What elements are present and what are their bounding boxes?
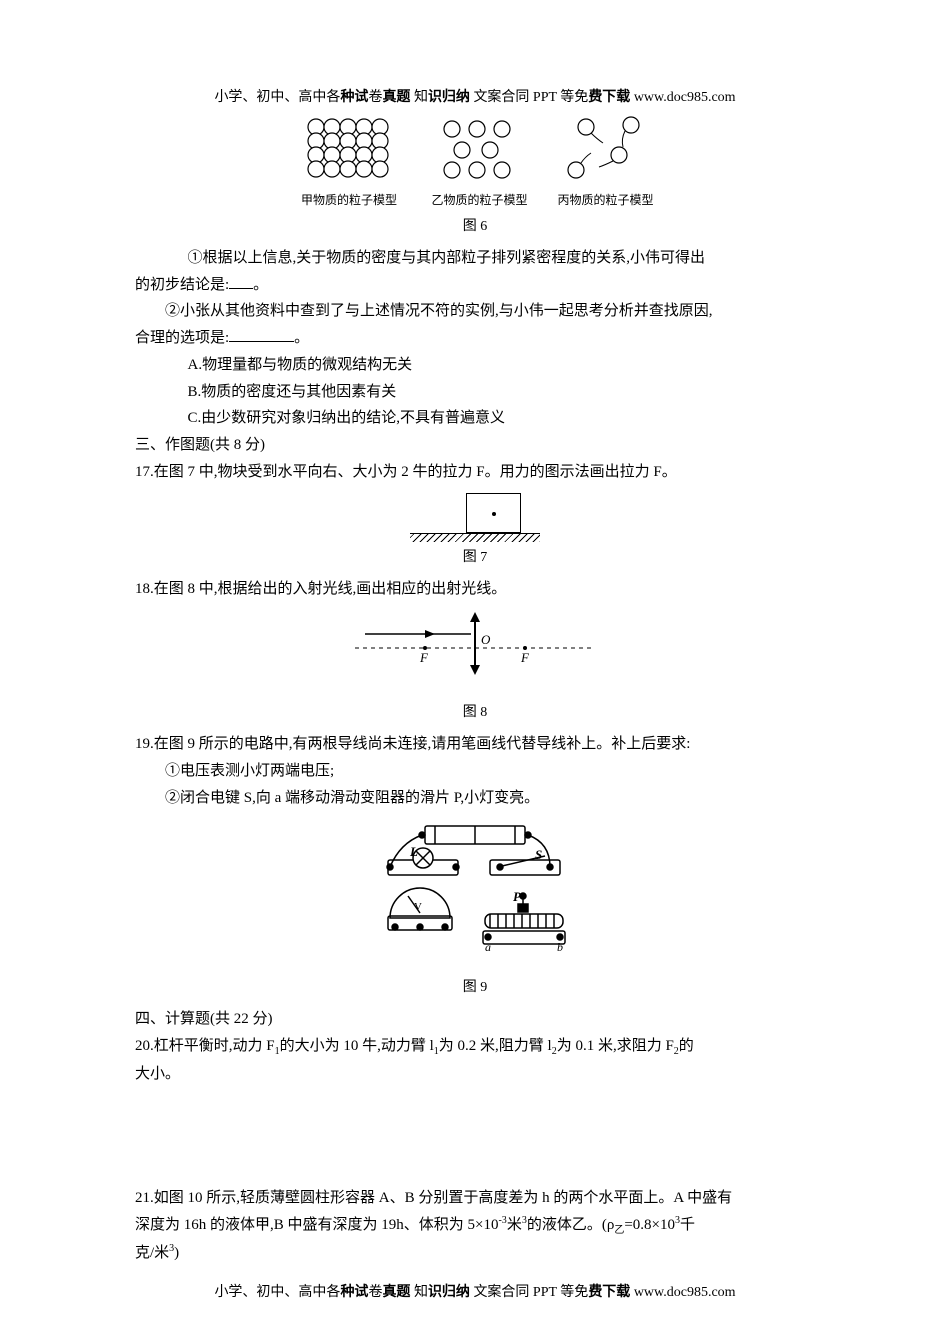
svg-text:b: b: [557, 940, 563, 954]
svg-text:a: a: [485, 940, 491, 954]
q16-sub1-line1: ①根据以上信息,关于物质的密度与其内部粒子排列紧密程度的关系,小伟可得出: [135, 246, 815, 271]
particle-model-c: 丙物质的粒子模型: [558, 115, 654, 211]
svg-text:F: F: [419, 650, 429, 665]
svg-text:F: F: [520, 650, 530, 665]
blank-fill: [229, 275, 253, 289]
q19-sub2: ②闭合电键 S,向 a 端移动滑动变阻器的滑片 P,小灯变亮。: [165, 786, 815, 811]
particle-label-b: 乙物质的粒子模型: [431, 191, 527, 211]
figure-9: V: [135, 818, 815, 999]
q16-option-b: B.物质的密度还与其他因素有关: [188, 380, 816, 405]
q20-line2: 大小。: [135, 1062, 815, 1087]
q16-sub1-line2: 的初步结论是:。: [135, 273, 815, 298]
q21-line1: 21.如图 10 所示,轻质薄壁圆柱形容器 A、B 分别置于高度差为 h 的两个…: [135, 1186, 815, 1211]
figure-9-caption: 图 9: [135, 976, 815, 999]
figure-6: 甲物质的粒子模型 乙物质的粒子模型: [135, 115, 815, 238]
page-footer: 小学、初中、高中各种试卷真题 知识归纳 文案合同 PPT 等免费下载 www.d…: [0, 1280, 950, 1304]
blank-fill: [229, 328, 294, 342]
particle-label-a: 甲物质的粒子模型: [301, 191, 397, 211]
q17-text: 17.在图 7 中,物块受到水平向右、大小为 2 牛的拉力 F。用力的图示法画出…: [135, 460, 815, 485]
svg-text:S: S: [535, 847, 542, 862]
q19-text: 19.在图 9 所示的电路中,有两根导线尚未连接,请用笔画线代替导线补上。补上后…: [135, 732, 815, 757]
page-content: 甲物质的粒子模型 乙物质的粒子模型: [135, 115, 815, 1266]
q16-sub2-line1: ②小张从其他资料中查到了与上述情况不符的实例,与小伟一起思考分析并查找原因,: [135, 299, 815, 324]
q16-option-c: C.由少数研究对象归纳出的结论,不具有普遍意义: [188, 406, 816, 431]
figure-7-caption: 图 7: [135, 546, 815, 569]
q19-sub1: ①电压表测小灯两端电压;: [165, 759, 815, 784]
figure-7: 图 7: [135, 493, 815, 570]
svg-text:P: P: [513, 889, 522, 904]
figure-8-caption: 图 8: [135, 701, 815, 724]
section-4-heading: 四、计算题(共 22 分): [135, 1007, 815, 1032]
svg-text:O: O: [481, 632, 491, 647]
figure-8: F F O 图 8: [135, 610, 815, 724]
particle-model-a: 甲物质的粒子模型: [296, 115, 401, 211]
particle-label-c: 丙物质的粒子模型: [558, 191, 654, 211]
q16-option-a: A.物理量都与物质的微观结构无关: [188, 353, 816, 378]
particle-model-b: 乙物质的粒子模型: [431, 115, 527, 211]
svg-text:V: V: [414, 901, 422, 913]
q18-text: 18.在图 8 中,根据给出的入射光线,画出相应的出射光线。: [135, 577, 815, 602]
q21-line2: 深度为 16h 的液体甲,B 中盛有深度为 19h、体积为 5×10-3米3的液…: [135, 1213, 815, 1240]
page-header: 小学、初中、高中各种试卷真题 知识归纳 文案合同 PPT 等免费下载 www.d…: [0, 85, 950, 109]
q21-line3: 克/米3): [135, 1241, 815, 1266]
figure-6-caption: 图 6: [135, 215, 815, 238]
svg-text:L: L: [409, 844, 418, 859]
q20-text: 20.杠杆平衡时,动力 F1的大小为 10 牛,动力臂 l1为 0.2 米,阻力…: [135, 1034, 815, 1061]
q16-sub2-line2: 合理的选项是:。: [135, 326, 815, 351]
section-3-heading: 三、作图题(共 8 分): [135, 433, 815, 458]
